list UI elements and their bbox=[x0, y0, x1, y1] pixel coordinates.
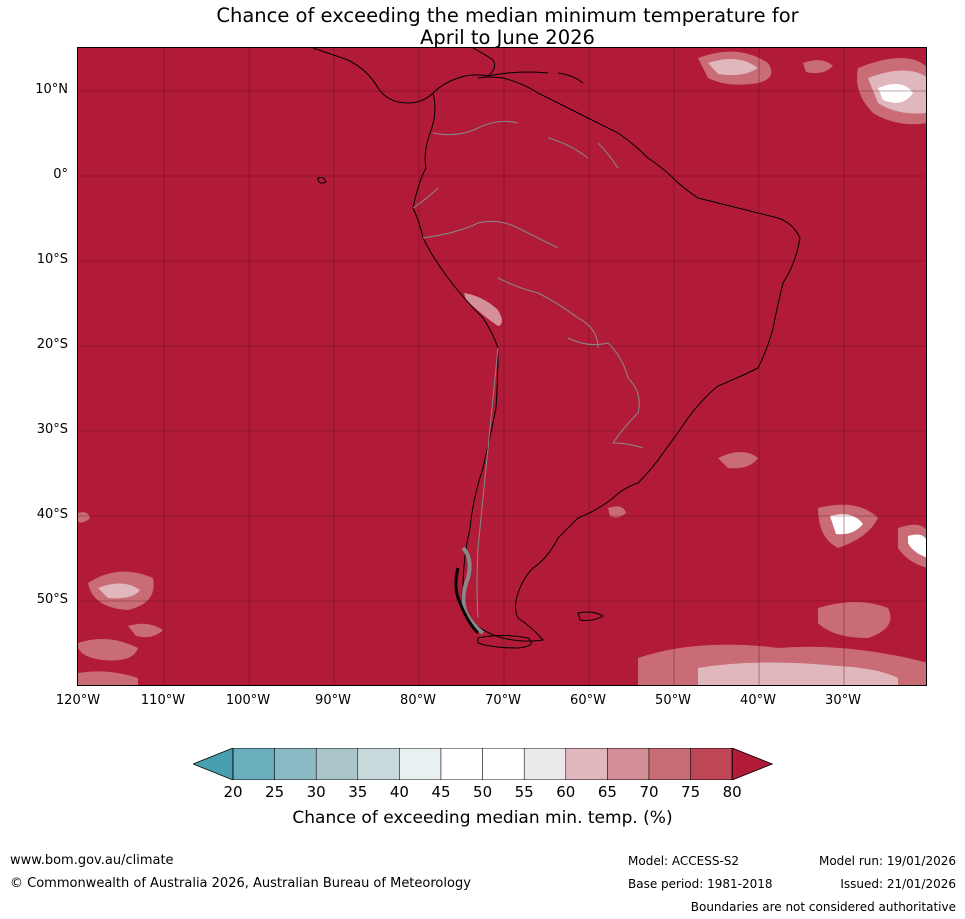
coastlines bbox=[312, 48, 801, 649]
lat-label-50s: 50°S bbox=[36, 592, 68, 607]
border-argentina-brazil bbox=[612, 377, 640, 444]
colorbar-segment bbox=[274, 748, 317, 780]
central-america-coast bbox=[312, 48, 496, 104]
lon-label-80w: 80°W bbox=[400, 693, 436, 708]
patch-south-2 bbox=[818, 602, 891, 638]
footer-base-period: Base period: 1981-2018 bbox=[628, 877, 773, 891]
patch-atlantic-3b bbox=[908, 534, 926, 558]
map-svg bbox=[78, 48, 926, 685]
lon-label-70w: 70°W bbox=[485, 693, 521, 708]
title-line-2: April to June 2026 bbox=[420, 26, 595, 49]
colorbar-segment bbox=[607, 748, 650, 780]
colorbar-segment bbox=[482, 748, 525, 780]
colorbar-tick-label: 75 bbox=[681, 783, 701, 801]
galapagos bbox=[317, 177, 327, 184]
lat-label-40s: 40°S bbox=[36, 507, 68, 522]
colorbar-under-triangle bbox=[193, 748, 234, 780]
forecast-map bbox=[77, 47, 927, 686]
falklands bbox=[577, 611, 604, 621]
border-peru-brazil bbox=[422, 220, 559, 249]
colorbar-tick-label: 45 bbox=[431, 783, 451, 801]
lon-label-30w: 30°W bbox=[825, 693, 861, 708]
lon-label-40w: 40°W bbox=[740, 693, 776, 708]
colorbar-tick-label: 55 bbox=[514, 783, 534, 801]
footer-model: Model: ACCESS-S2 bbox=[628, 854, 740, 868]
colorbar-label: Chance of exceeding median min. temp. (%… bbox=[292, 808, 673, 828]
colorbar-segment bbox=[399, 748, 442, 780]
patch-argentina-coast bbox=[608, 506, 626, 518]
patagonia-islands-dark bbox=[454, 567, 480, 635]
colorbar-tick-label: 30 bbox=[306, 783, 326, 801]
lon-label-120w: 120°W bbox=[55, 693, 101, 708]
colorbar-tick-label: 25 bbox=[265, 783, 285, 801]
colorbar-tick-label: 40 bbox=[389, 783, 409, 801]
lon-label-60w: 60°W bbox=[570, 693, 606, 708]
patch-pacific-5 bbox=[78, 671, 138, 685]
border-guianas bbox=[547, 137, 619, 169]
border-ecuador bbox=[412, 187, 439, 209]
patagonia-islands bbox=[461, 546, 485, 635]
footer-copyright: © Commonwealth of Australia 2026, Austra… bbox=[10, 876, 471, 891]
colorbar-segment bbox=[440, 748, 483, 780]
lat-label-20s: 20°S bbox=[36, 337, 68, 352]
lon-label-50w: 50°W bbox=[655, 693, 691, 708]
patch-atlantic-2b bbox=[830, 514, 863, 535]
lon-label-100w: 100°W bbox=[225, 693, 271, 708]
caribbean-islands bbox=[487, 71, 584, 84]
lat-label-10n: 10°N bbox=[35, 82, 68, 97]
colorbar-segment bbox=[690, 748, 733, 780]
colorbar bbox=[193, 748, 773, 780]
colorbar-segment bbox=[523, 748, 567, 780]
border-bolivia bbox=[497, 277, 599, 349]
border-uruguay bbox=[612, 442, 644, 449]
colorbar-segment bbox=[648, 748, 691, 780]
lon-label-110w: 110°W bbox=[140, 693, 186, 708]
patch-pacific-2 bbox=[78, 639, 138, 661]
patch-ne2-inner bbox=[878, 84, 913, 103]
probability-patches bbox=[78, 51, 926, 685]
title-line-1: Chance of exceeding the median minimum t… bbox=[216, 4, 799, 27]
colorbar-segment bbox=[315, 748, 359, 780]
patch-atlantic-1 bbox=[718, 452, 758, 469]
colorbar-tick-label: 70 bbox=[639, 783, 659, 801]
colorbar-tick-label: 60 bbox=[556, 783, 576, 801]
gridlines bbox=[78, 48, 926, 685]
colorbar-tick-label: 20 bbox=[223, 783, 243, 801]
footer-model-run: Model run: 19/01/2026 bbox=[818, 854, 956, 868]
patch-pacific-3 bbox=[128, 623, 163, 638]
border-chile-argentina bbox=[476, 347, 499, 619]
lat-label-0: 0° bbox=[53, 167, 68, 182]
patch-pacific-1b bbox=[98, 583, 140, 599]
colorbar-tick-label: 80 bbox=[722, 783, 742, 801]
country-borders bbox=[412, 120, 644, 619]
colorbar-over-triangle bbox=[731, 748, 773, 780]
patch-ne-inner bbox=[708, 59, 758, 76]
patch-pacific-4 bbox=[78, 512, 90, 523]
colorbar-outline bbox=[232, 748, 733, 780]
footer-issued: Issued: 21/01/2026 bbox=[840, 877, 956, 891]
chart-title: Chance of exceeding the median minimum t… bbox=[0, 5, 965, 49]
colorbar-tick-label: 35 bbox=[348, 783, 368, 801]
colorbar-segment bbox=[357, 748, 400, 780]
footer-website: www.bom.gov.au/climate bbox=[10, 853, 174, 868]
lat-label-10s: 10°S bbox=[36, 252, 68, 267]
patch-andes bbox=[464, 293, 502, 326]
colorbar-segment bbox=[232, 748, 275, 780]
border-paraguay bbox=[567, 337, 629, 379]
tierra-del-fuego bbox=[477, 635, 532, 649]
colorbar-segment bbox=[565, 748, 608, 780]
colorbar-tick-label: 65 bbox=[597, 783, 617, 801]
south-america-coast bbox=[412, 76, 801, 642]
colorbar-tick-label: 50 bbox=[473, 783, 493, 801]
lon-label-90w: 90°W bbox=[315, 693, 351, 708]
patch-ne3 bbox=[803, 60, 833, 74]
footer-disclaimer: Boundaries are not considered authoritat… bbox=[690, 900, 956, 914]
border-colombia-venezuela bbox=[432, 120, 519, 136]
lat-label-30s: 30°S bbox=[36, 422, 68, 437]
patch-south-1b bbox=[698, 662, 898, 685]
